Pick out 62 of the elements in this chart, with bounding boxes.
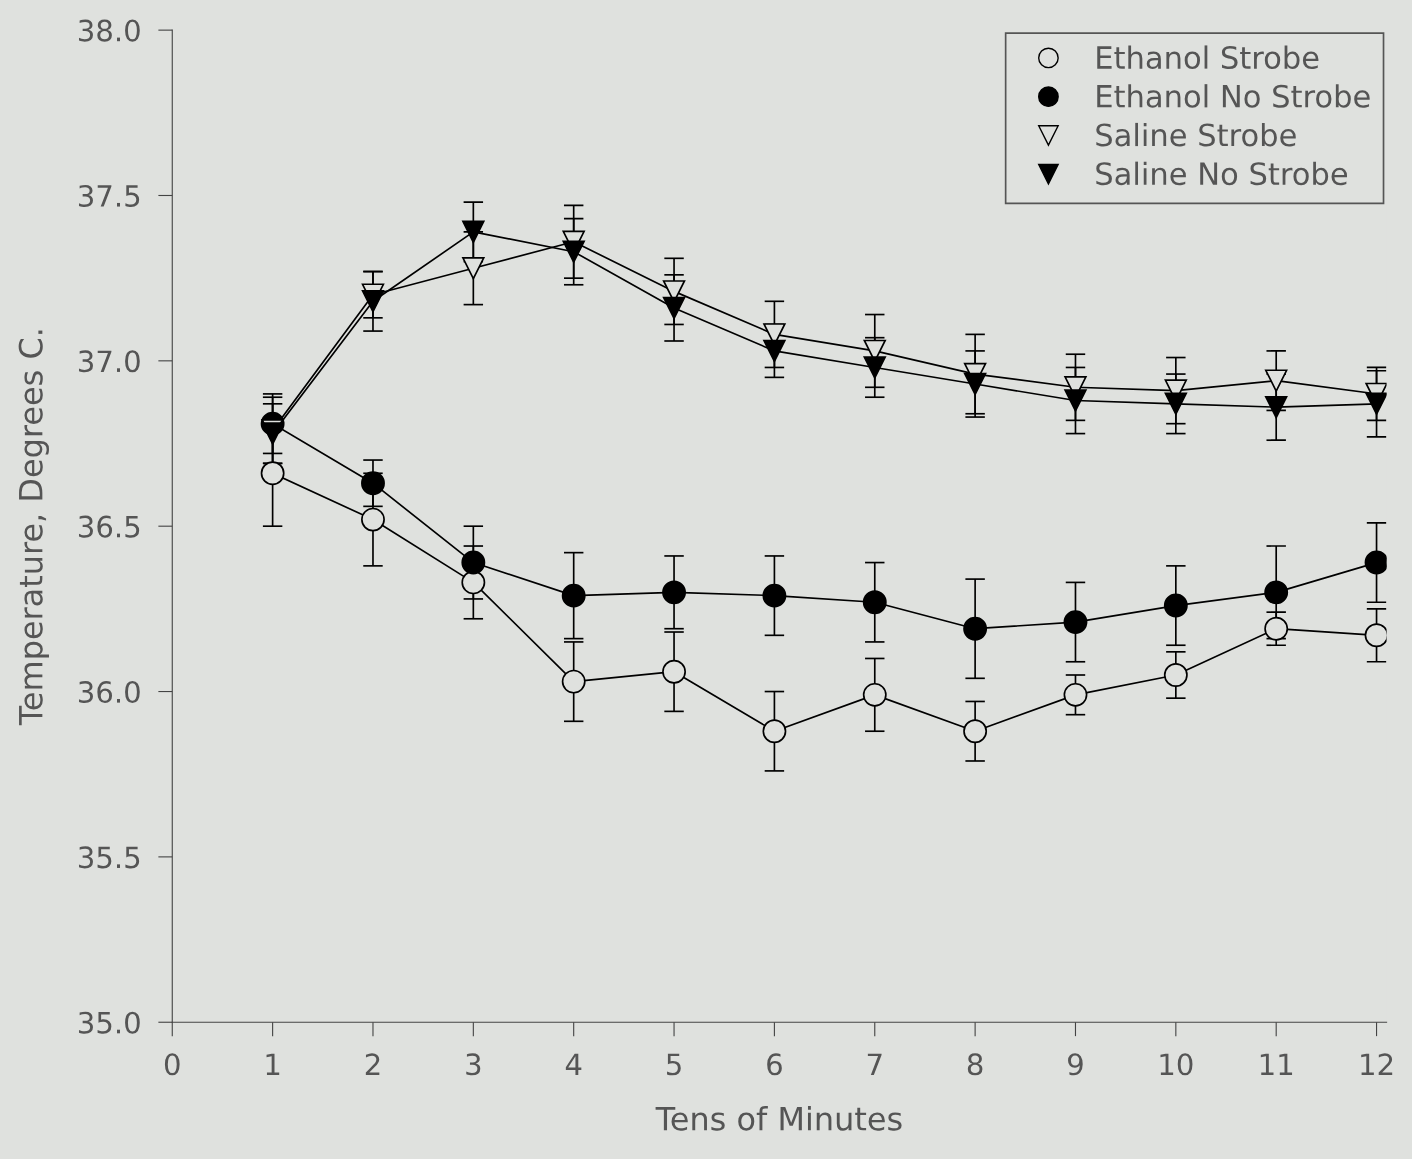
y-tick-label: 36.5 bbox=[78, 515, 140, 538]
point bbox=[361, 290, 385, 313]
point bbox=[863, 356, 887, 379]
point bbox=[1364, 550, 1387, 575]
point bbox=[1365, 392, 1387, 416]
x-tick-label: 8 bbox=[967, 1053, 983, 1076]
point bbox=[462, 220, 485, 244]
point bbox=[862, 590, 887, 615]
point bbox=[963, 616, 988, 641]
point bbox=[963, 372, 987, 396]
x-tick-label: 12 bbox=[1361, 1053, 1393, 1075]
point bbox=[561, 669, 586, 694]
point bbox=[1264, 580, 1289, 605]
x-tick-label: 9 bbox=[1068, 1053, 1083, 1076]
y-tick-label: 37.5 bbox=[78, 184, 140, 207]
point bbox=[662, 296, 686, 320]
point bbox=[361, 471, 385, 496]
point bbox=[662, 659, 686, 684]
x-tick-label: 4 bbox=[565, 1053, 582, 1075]
point bbox=[461, 550, 486, 575]
x-tick-label: 0 bbox=[164, 1053, 180, 1076]
point bbox=[462, 256, 485, 280]
x-tick-label: 2 bbox=[365, 1053, 380, 1075]
point bbox=[361, 507, 385, 532]
point bbox=[562, 240, 585, 263]
point bbox=[862, 682, 887, 707]
point bbox=[762, 583, 787, 608]
y-axis-title: Temperature, Degrees C. bbox=[18, 330, 49, 726]
point bbox=[1063, 682, 1088, 707]
legend-label: Saline Strobe bbox=[1096, 122, 1296, 147]
x-tick-label: 3 bbox=[466, 1053, 481, 1076]
point bbox=[461, 570, 486, 595]
point bbox=[763, 339, 786, 363]
point bbox=[1063, 610, 1088, 635]
point bbox=[662, 580, 686, 605]
point bbox=[1264, 395, 1288, 419]
point bbox=[1364, 623, 1387, 648]
point bbox=[963, 719, 988, 744]
legend-label: Saline No Strobe bbox=[1096, 161, 1348, 186]
point bbox=[1164, 392, 1188, 416]
x-tick-label: 7 bbox=[867, 1053, 882, 1075]
point bbox=[1264, 369, 1288, 392]
point bbox=[1163, 663, 1188, 687]
y-tick-label: 35.5 bbox=[78, 846, 140, 869]
point bbox=[1163, 593, 1188, 618]
x-tick-label: 5 bbox=[667, 1053, 681, 1076]
x-tick-label: 10 bbox=[1160, 1053, 1193, 1076]
point bbox=[1064, 389, 1087, 412]
point bbox=[1264, 616, 1289, 641]
y-tick-label: 35.0 bbox=[78, 1011, 140, 1034]
point bbox=[561, 583, 586, 608]
point bbox=[762, 719, 787, 744]
legend-label: Ethanol No Strobe bbox=[1097, 84, 1370, 108]
legend-label: Ethanol Strobe bbox=[1097, 45, 1319, 70]
point bbox=[260, 461, 285, 486]
y-tick-label: 38.0 bbox=[78, 19, 140, 42]
x-tick-label: 11 bbox=[1260, 1053, 1293, 1075]
y-tick-label: 36.0 bbox=[78, 680, 140, 704]
y-tick-label: 37.0 bbox=[78, 350, 140, 373]
x-axis-title: Tens of Minutes bbox=[655, 1106, 902, 1131]
x-tick-label: 1 bbox=[266, 1053, 280, 1075]
x-tick-label: 6 bbox=[767, 1053, 782, 1076]
